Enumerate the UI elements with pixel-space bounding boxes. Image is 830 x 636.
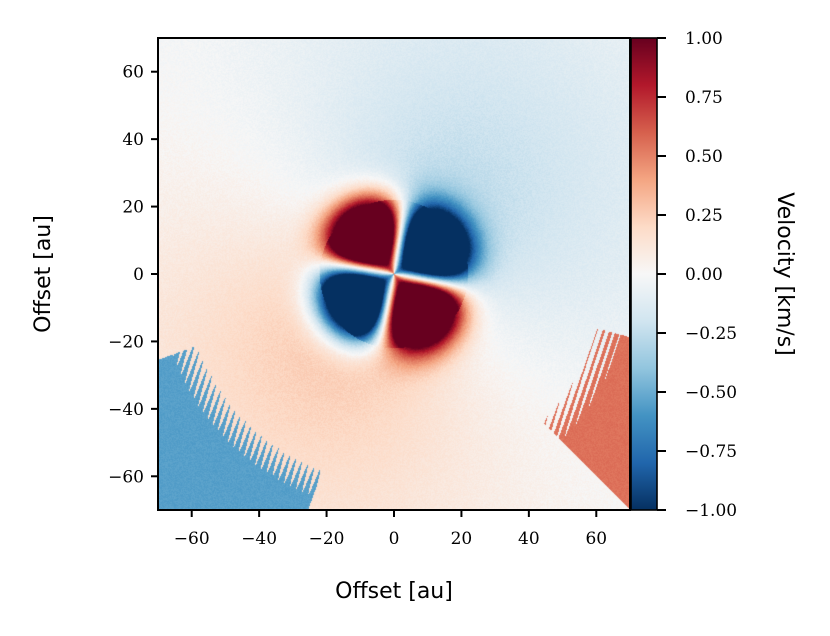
velocity-map <box>158 38 630 510</box>
y-tick-label: 60 <box>122 63 144 83</box>
x-tick-label: −20 <box>309 529 345 549</box>
y-axis: −60 −40 −20 0 20 40 60 <box>108 63 158 487</box>
colorbar-tick-label: −1.00 <box>685 501 737 521</box>
y-tick-label: −20 <box>108 332 144 352</box>
y-tick-label: 40 <box>122 130 144 150</box>
y-tick-label: 20 <box>122 198 144 218</box>
x-tick-label: 0 <box>389 529 400 549</box>
colorbar-bar <box>630 37 658 511</box>
colorbar-tick-label: 0.75 <box>685 88 723 108</box>
colorbar-tick-label: −0.25 <box>685 324 737 344</box>
x-axis-label: Offset [au] <box>335 579 453 604</box>
colorbar-ticks: −1.00 −0.75 −0.50 −0.25 0.00 0.25 0.50 0.75 1.00 <box>657 29 737 521</box>
colorbar-tick-label: 1.00 <box>685 29 723 49</box>
colorbar-tick-label: 0.50 <box>685 147 723 167</box>
x-tick-label: 20 <box>451 529 473 549</box>
colorbar-tick-label: 0.25 <box>685 206 723 226</box>
colorbar-label: Velocity [km/s] <box>772 192 797 356</box>
y-axis-label: Offset [au] <box>31 215 56 333</box>
x-axis: −60 −40 −20 0 20 40 60 <box>174 510 607 549</box>
y-tick-label: −40 <box>108 400 144 420</box>
x-tick-label: 60 <box>585 529 607 549</box>
velocity-map-canvas <box>158 38 630 510</box>
y-tick-label: −60 <box>108 467 144 487</box>
colorbar-tick-label: −0.50 <box>685 383 737 403</box>
x-tick-label: −40 <box>241 529 277 549</box>
colorbar-tick-label: 0.00 <box>685 265 723 285</box>
colorbar-tick-label: −0.75 <box>685 442 737 462</box>
x-tick-label: −60 <box>174 529 210 549</box>
y-tick-label: 0 <box>133 265 144 285</box>
colorbar: −1.00 −0.75 −0.50 −0.25 0.00 0.25 0.50 0.75 1.00… <box>630 29 797 521</box>
x-tick-label: 40 <box>518 529 540 549</box>
map-raster-container <box>158 38 630 510</box>
